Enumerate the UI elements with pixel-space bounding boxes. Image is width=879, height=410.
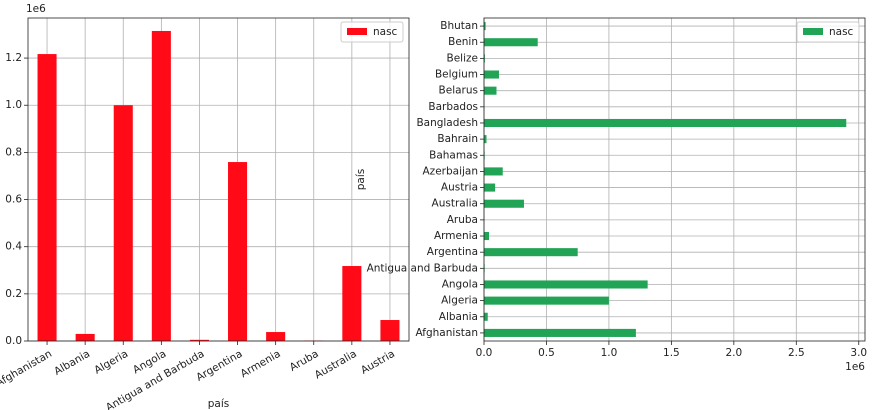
x-tick-label: Austria (359, 348, 397, 377)
x-tick-label: Albania (52, 348, 92, 378)
y-tick-label: Argentina (427, 246, 478, 258)
y-tick-label: 0.4 (5, 241, 22, 253)
x-tick-label: 0.0 (476, 347, 493, 359)
bar (380, 320, 400, 341)
x-tick-label: 1.5 (663, 347, 680, 359)
y-tick-label: Algeria (441, 295, 478, 307)
bar (342, 266, 362, 341)
x-tick-label: Australia (313, 348, 359, 382)
axes-frame (27, 17, 410, 342)
y-tick-label: 0.8 (5, 146, 22, 158)
bar (484, 86, 497, 95)
legend-swatch (803, 28, 823, 35)
bar (484, 183, 496, 192)
y-tick-label: 1.2 (5, 52, 22, 64)
y-tick-label: Antigua and Barbuda (367, 262, 478, 274)
y-tick-label: Barbados (428, 101, 478, 113)
y-tick-label: Bangladesh (416, 117, 478, 129)
bar (75, 333, 95, 341)
legend-label: nasc (373, 26, 398, 38)
y-tick-label: Albania (439, 311, 478, 323)
offset-text: 1e6 (26, 3, 46, 15)
y-tick-label: Belgium (435, 69, 478, 81)
bar (189, 339, 209, 341)
legend-swatch (347, 28, 367, 35)
bar (484, 54, 485, 63)
bar (37, 54, 57, 341)
y-tick-label: Belize (447, 52, 478, 64)
x-tick-label: 2.5 (788, 347, 805, 359)
x-tick-label: 0.5 (538, 347, 555, 359)
bar (484, 296, 609, 305)
x-tick-label: Afghanistan (0, 348, 54, 390)
bar (484, 231, 489, 241)
legend-label: nasc (829, 26, 854, 38)
y-tick-label: 0.6 (5, 194, 22, 206)
bar (484, 199, 524, 208)
bar (484, 312, 488, 321)
bar (151, 30, 171, 341)
bar (484, 38, 538, 47)
bar (228, 162, 248, 341)
y-tick-label: 0.2 (5, 288, 22, 300)
bar (484, 70, 499, 79)
y-tick-label: Austria (441, 182, 478, 194)
y-tick-label: Angola (442, 278, 478, 290)
y-tick-label: Bahamas (429, 149, 478, 161)
bar (484, 135, 487, 144)
y-tick-label: Belarus (439, 85, 478, 97)
x-tick-label: Armenia (239, 348, 283, 380)
y-tick-label: Aruba (447, 214, 478, 226)
bar (484, 167, 503, 176)
x-tick-label: 3.0 (850, 347, 867, 359)
y-tick-label: 1.0 (5, 99, 22, 111)
bar (266, 332, 286, 341)
bar (113, 105, 133, 341)
bar (484, 280, 648, 289)
legend-box (340, 21, 404, 43)
y-tick-label: Azerbaijan (423, 165, 479, 177)
bar (484, 248, 578, 257)
y-tick-label: Afghanistan (415, 327, 478, 339)
y-tick-label: Australia (432, 198, 478, 210)
bar (484, 328, 636, 337)
y-tick-label: Bhutan (440, 20, 478, 32)
offset-text: 1e6 (845, 361, 865, 373)
x-tick-label: 2.0 (725, 347, 742, 359)
y-tick-label: Armenia (434, 230, 478, 242)
axes-frame (483, 17, 866, 342)
x-tick-label: Algeria (92, 348, 130, 377)
y-tick-label: Bahrain (437, 133, 478, 145)
y-tick-label: 0.0 (5, 335, 22, 347)
bar (484, 22, 486, 31)
legend-box (796, 21, 860, 43)
y-axis-label: país (355, 169, 367, 191)
x-axis-label: país (208, 398, 230, 410)
x-tick-label: 1.0 (601, 347, 618, 359)
y-tick-label: Benin (448, 36, 478, 48)
bar (484, 118, 847, 128)
